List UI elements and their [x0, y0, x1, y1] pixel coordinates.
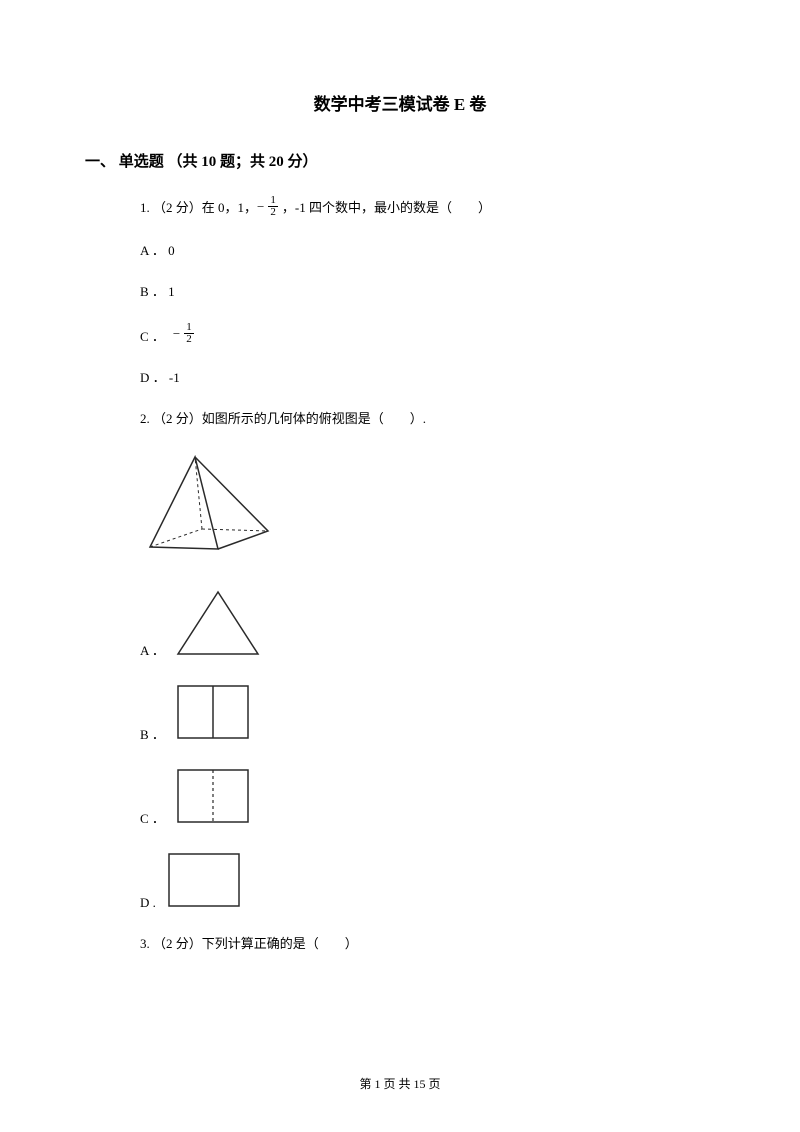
q2-option-c: C ．: [140, 765, 715, 827]
section-number: 一、: [85, 154, 115, 170]
q1-optB-label: B ． 1: [140, 281, 175, 300]
q1-optA-label: A ． 0: [140, 240, 175, 259]
section-header: 一、 单选题 （共 10 题；共 20 分）: [85, 150, 715, 171]
rect-mid-solid-icon: [173, 681, 253, 743]
q1-fraction: − 12: [257, 195, 282, 218]
rect-mid-dashed-icon: [173, 765, 253, 827]
q3-text: 3. （2 分）下列计算正确的是（ ）: [140, 933, 358, 952]
q1-optD-label: D ． -1: [140, 367, 180, 386]
q2-optB-label: B ．: [140, 724, 165, 743]
q2-optD-label: D .: [140, 895, 156, 911]
page-footer: 第 1 页 共 15 页: [0, 1075, 800, 1092]
q2-option-b: B ．: [140, 681, 715, 743]
section-info: （共 10 题；共 20 分）: [168, 154, 318, 170]
q2-option-d: D .: [140, 849, 715, 911]
q2-option-a: A ．: [140, 587, 715, 659]
q1-option-a: A ． 0: [140, 240, 715, 259]
q2-main-figure: [140, 449, 715, 569]
triangle-icon: [173, 587, 263, 659]
question-3: 3. （2 分）下列计算正确的是（ ）: [140, 933, 715, 952]
q1-suffix: ，-1 四个数中，最小的数是（ ）: [282, 197, 491, 216]
q2-optA-label: A ．: [140, 640, 165, 659]
section-name: 单选题: [119, 154, 164, 170]
question-1: 1. （2 分）在 0，1， − 12 ，-1 四个数中，最小的数是（ ）: [140, 195, 715, 218]
q2-optC-label: C ．: [140, 808, 165, 827]
question-2: 2. （2 分）如图所示的几何体的俯视图是（ ）.: [140, 408, 715, 427]
q1-prefix: 1. （2 分）在 0，1，: [140, 197, 257, 216]
page-title: 数学中考三模试卷 E 卷: [85, 90, 715, 115]
content-area: 1. （2 分）在 0，1， − 12 ，-1 四个数中，最小的数是（ ） A …: [85, 195, 715, 952]
rect-icon: [164, 849, 244, 911]
q2-text: 2. （2 分）如图所示的几何体的俯视图是（ ）.: [140, 408, 426, 427]
q1-optC-fraction: − 12: [173, 322, 198, 345]
q1-option-d: D ． -1: [140, 367, 715, 386]
q1-option-c: C ． − 12: [140, 322, 715, 345]
q1-option-b: B ． 1: [140, 281, 715, 300]
q1-optC-label: C ．: [140, 326, 165, 345]
